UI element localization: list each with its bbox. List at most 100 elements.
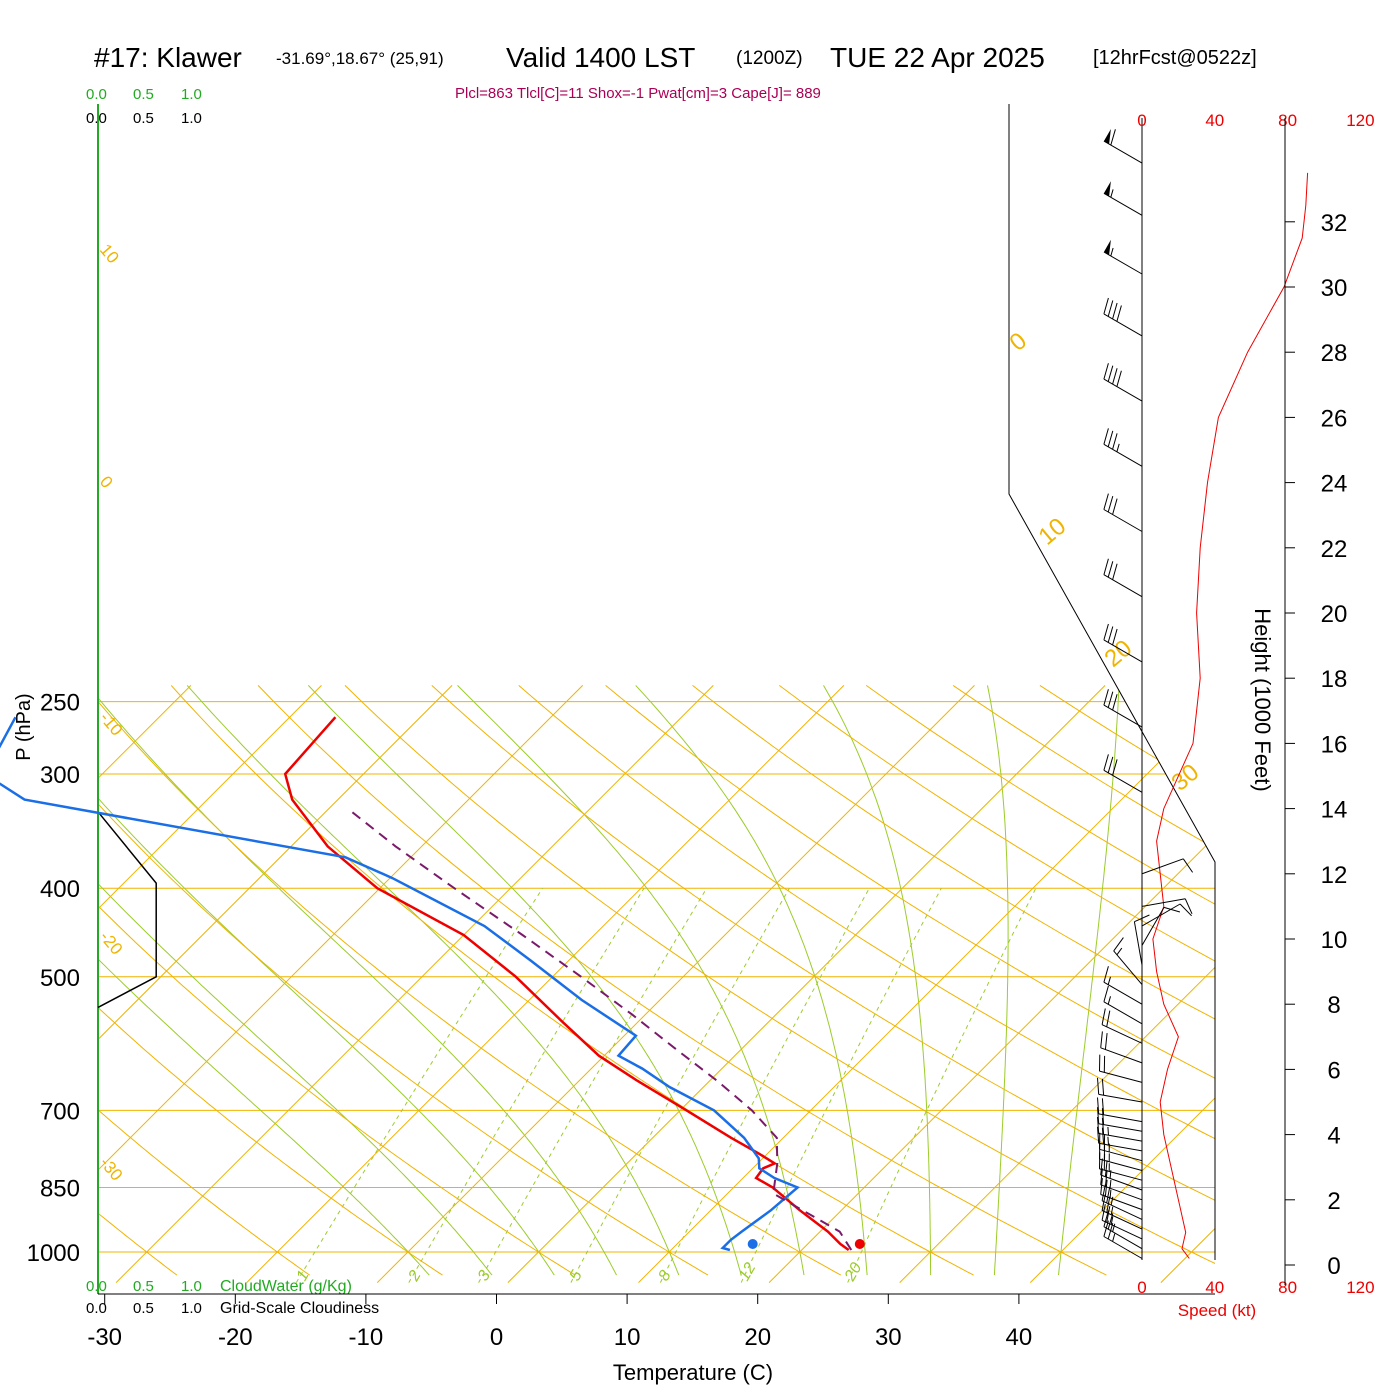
wind-barb-staff bbox=[1099, 1158, 1143, 1171]
height-tick-label: 14 bbox=[1321, 797, 1348, 824]
isotherm-lines bbox=[98, 685, 1215, 1283]
wind-barb-staff bbox=[1100, 1174, 1143, 1191]
pressure-tick-label: 850 bbox=[40, 1176, 80, 1203]
dry-adiabat bbox=[605, 685, 1215, 1276]
mixing-ratio-label: 8 bbox=[656, 1268, 675, 1284]
height-tick-label: 28 bbox=[1321, 340, 1348, 367]
pressure-tick-label: 300 bbox=[40, 762, 80, 789]
height-tick-label: 18 bbox=[1321, 666, 1348, 693]
wind-barb-flag bbox=[1101, 1194, 1106, 1211]
wind-barb bbox=[1141, 906, 1181, 946]
speed-tick-label: 80 bbox=[1278, 111, 1297, 130]
wind-barb-staff bbox=[1103, 443, 1143, 467]
cloudwater-scale-bottom: 0.0 0.5 1.0 CloudWater (g/Kg) bbox=[86, 1278, 352, 1295]
speed-tick-label: 0 bbox=[1137, 111, 1146, 130]
wind-barb-flag bbox=[1097, 1077, 1100, 1095]
wind-barb-staff bbox=[1103, 1236, 1143, 1259]
wind-barb bbox=[1103, 689, 1143, 728]
valid-date: TUE 22 Apr 2025 bbox=[830, 42, 1045, 73]
moist-adiabat bbox=[1058, 685, 1120, 1276]
wind-barb bbox=[1103, 493, 1143, 532]
wind-barb-staff bbox=[1103, 704, 1143, 728]
height-tick-label: 20 bbox=[1321, 601, 1348, 628]
isotherm bbox=[899, 685, 1215, 1283]
speed-tick-label: 120 bbox=[1346, 111, 1374, 130]
wind-barb-staff bbox=[1098, 1123, 1143, 1132]
moist-adiabat bbox=[98, 685, 555, 1276]
dry-adiabat bbox=[344, 685, 1215, 1276]
wind-barb-halfflag bbox=[1107, 1136, 1109, 1146]
station-coords: -31.69°,18.67° (25,91) bbox=[276, 49, 444, 68]
temperature-line bbox=[283, 716, 850, 1252]
wind-barb-flag bbox=[1100, 1178, 1103, 1195]
wind-barb-staff bbox=[1103, 509, 1143, 532]
speed-tick-label: 40 bbox=[1205, 1278, 1224, 1297]
x-axis-label: Temperature (C) bbox=[613, 1360, 773, 1385]
wind-barb-flag bbox=[1107, 691, 1114, 708]
height-tick-label: 6 bbox=[1327, 1057, 1340, 1084]
wind-barb-flag bbox=[1107, 756, 1114, 773]
wind-barb-staff bbox=[1103, 1226, 1143, 1250]
wind-barb-flag bbox=[1112, 759, 1118, 776]
mixing-ratio-label: 3 bbox=[475, 1268, 494, 1284]
wind-barb-flag bbox=[1134, 914, 1150, 923]
isotherm-label: 0 bbox=[96, 472, 117, 491]
height-tick-label: 30 bbox=[1321, 275, 1348, 302]
wind-barb-pennant bbox=[1103, 129, 1111, 145]
cloudiness-tick: 0.5 bbox=[133, 110, 154, 127]
dry-adiabat bbox=[98, 685, 842, 1276]
wind-barb-halfflag bbox=[1110, 189, 1114, 198]
isotherm bbox=[638, 685, 1215, 1283]
wind-barb-flag bbox=[1097, 1107, 1100, 1124]
wind-barb-halfflag bbox=[1116, 443, 1120, 452]
dry-adiabat bbox=[692, 685, 1215, 1276]
wind-barb-flag bbox=[1182, 858, 1194, 873]
wind-barb-flag bbox=[1106, 1196, 1111, 1213]
dry-adiabat bbox=[1301, 685, 1400, 1275]
wind-barb-flag bbox=[1103, 754, 1109, 771]
moist-adiabat bbox=[635, 685, 868, 1276]
cloudiness-tick: 1.0 bbox=[181, 110, 202, 127]
isobar-lines bbox=[98, 701, 1215, 1253]
wind-barb bbox=[1097, 1077, 1143, 1103]
wind-barb-flag bbox=[1112, 302, 1118, 320]
moist-adiabat bbox=[457, 685, 805, 1276]
mixing-ratio-line bbox=[570, 887, 790, 1283]
wind-barb-flag bbox=[1107, 561, 1114, 578]
wind-barb-staff bbox=[1098, 1113, 1143, 1123]
wind-barb-flag bbox=[1112, 498, 1118, 515]
wind-barb-staff bbox=[1141, 898, 1186, 907]
wind-barb-flag bbox=[1104, 1170, 1108, 1187]
wind-speed-line bbox=[1152, 172, 1309, 1259]
cloudwater-tick: 0.5 bbox=[133, 1278, 154, 1295]
temperature-axis: -30 -20 -10 0 10 20 30 40 bbox=[87, 1294, 1032, 1351]
wind-barb-flag bbox=[1103, 985, 1109, 1002]
wind-barb bbox=[1099, 1054, 1143, 1083]
wind-barb-staff bbox=[1100, 1184, 1143, 1201]
wind-barb-flag bbox=[1101, 1078, 1105, 1096]
thermo-background bbox=[98, 684, 1400, 1283]
wind-barb-halfflag bbox=[1107, 976, 1111, 985]
utc-time: (1200Z) bbox=[736, 48, 803, 69]
mixing-ratio-line bbox=[478, 887, 708, 1283]
wind-barb bbox=[1103, 129, 1143, 164]
height-tick-label: 8 bbox=[1327, 992, 1340, 1019]
wind-barb-flag bbox=[1103, 558, 1109, 575]
wind-barb-flag bbox=[1112, 563, 1118, 580]
wind-barb-halfflag bbox=[1112, 1223, 1116, 1232]
wind-barb-staff bbox=[1141, 858, 1184, 875]
wind-barb-pennant bbox=[1103, 181, 1111, 197]
isotherm-label: 10 bbox=[1034, 513, 1072, 551]
dry-adiabat bbox=[170, 685, 974, 1276]
sounding-params: Plcl=863 Tlcl[C]=11 Shox=-1 Pwat[cm]=3 C… bbox=[455, 85, 821, 102]
moist-adiabat bbox=[98, 685, 493, 1276]
wind-barb-flag bbox=[1101, 1108, 1105, 1125]
mixing-ratio-label: 12 bbox=[736, 1260, 760, 1284]
height-tick-label: 2 bbox=[1327, 1188, 1340, 1215]
wind-barb-staff bbox=[1099, 1148, 1143, 1162]
wind-barb-flag bbox=[1112, 368, 1118, 385]
wind-barb-halfflag bbox=[1107, 996, 1111, 1005]
wind-barb bbox=[1103, 181, 1143, 216]
height-tick-label: 26 bbox=[1321, 405, 1348, 432]
